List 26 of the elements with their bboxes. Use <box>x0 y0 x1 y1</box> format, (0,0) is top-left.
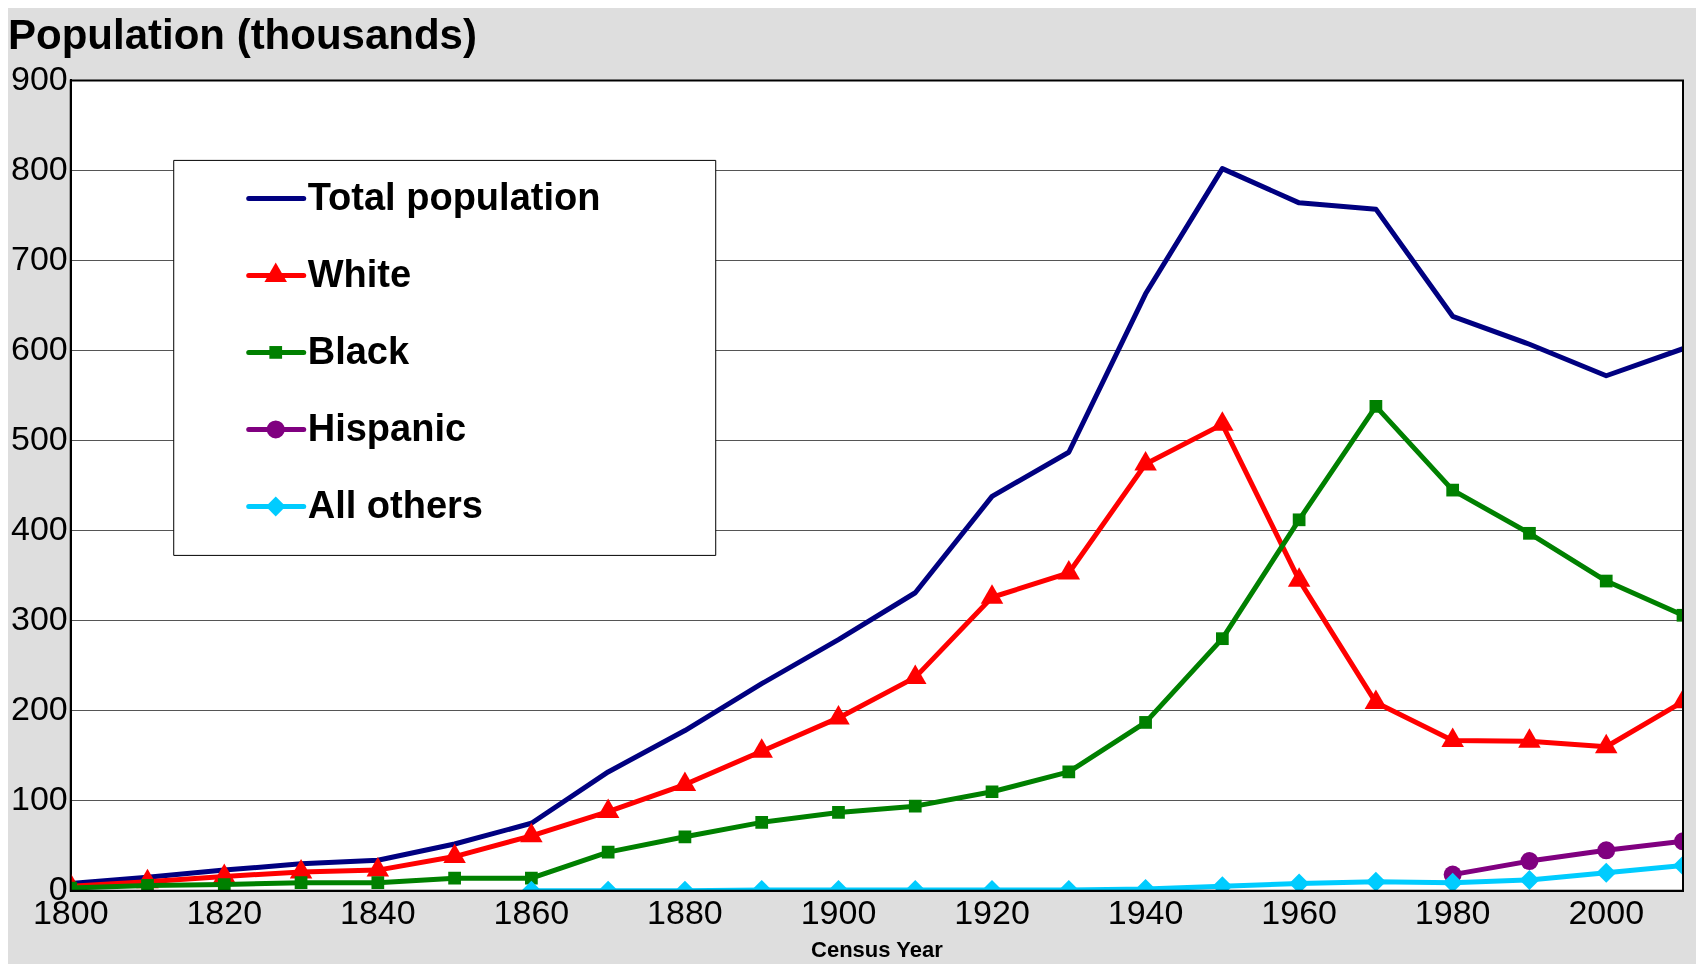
x-tick-label: 2000 <box>1568 892 1645 931</box>
y-tick-label: 100 <box>10 779 68 818</box>
x-tick-label: 1860 <box>493 892 570 931</box>
x-tick-label: 1940 <box>1107 892 1184 931</box>
legend-label: Hispanic <box>307 406 467 449</box>
y-tick-label: 700 <box>10 238 68 277</box>
x-tick-label: 1920 <box>954 892 1030 931</box>
y-tick-label: 200 <box>10 689 68 728</box>
x-tick-label: 1880 <box>647 892 723 931</box>
y-tick-label: 900 <box>10 58 68 97</box>
y-tick-label: 500 <box>10 418 68 457</box>
chart-title: Population (thousands) <box>8 10 477 58</box>
legend-label: Total population <box>307 175 601 218</box>
y-tick-label: 800 <box>10 148 68 187</box>
y-tick-label: 400 <box>10 509 68 547</box>
y-tick-label: 300 <box>10 599 68 638</box>
legend-label: Black <box>307 329 410 372</box>
x-tick-label: 1960 <box>1261 892 1337 931</box>
y-tick-label: 600 <box>10 328 68 367</box>
legend-label: White <box>307 252 412 295</box>
legend-label: All others <box>307 483 483 526</box>
x-tick-label: 1900 <box>800 892 877 931</box>
x-tick-label: 1980 <box>1414 892 1491 931</box>
x-axis-title: Census Year <box>811 936 944 962</box>
x-tick-label: 1820 <box>186 892 263 931</box>
x-tick-label: 1840 <box>340 892 416 931</box>
